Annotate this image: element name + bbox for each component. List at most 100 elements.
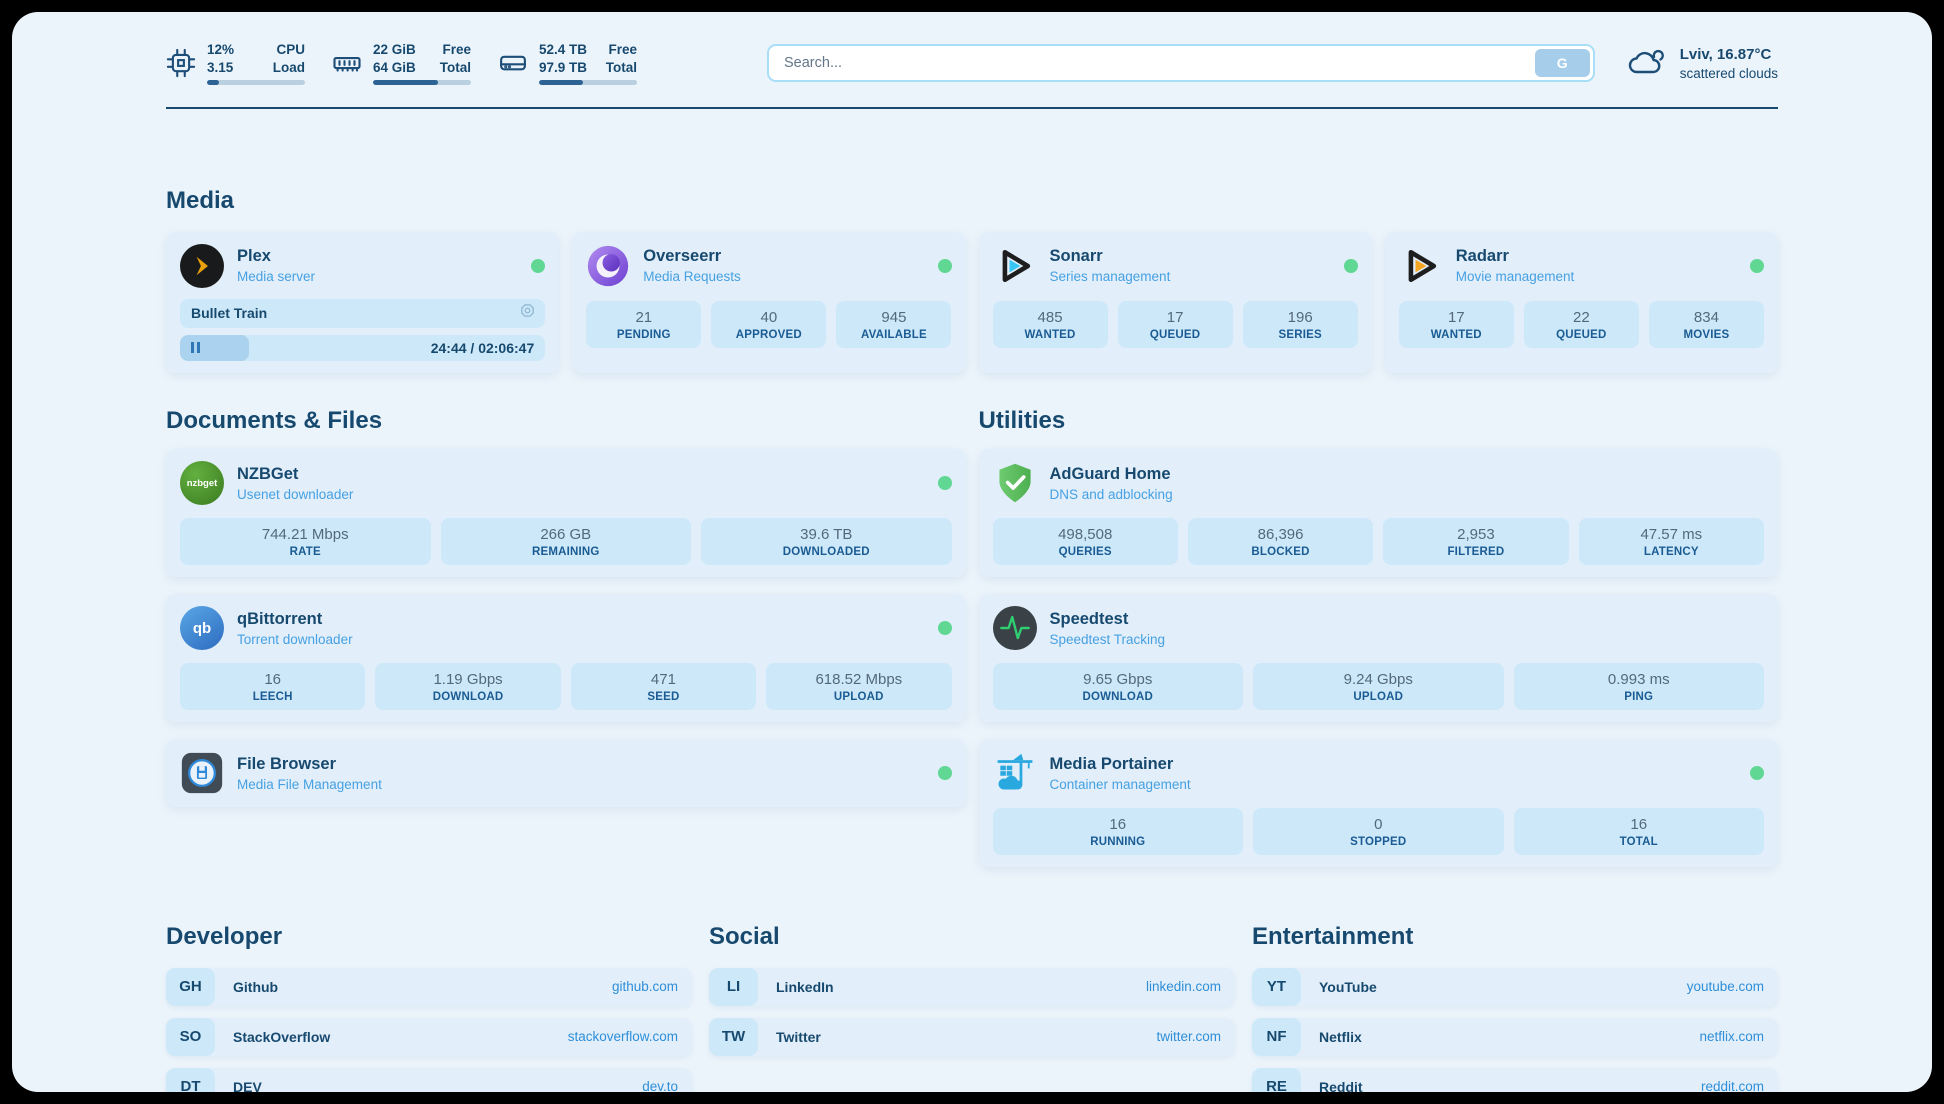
weather-widget[interactable]: Lviv, 16.87°C scattered clouds [1627, 44, 1778, 83]
stat-blocked: 86,396 BLOCKED [1187, 518, 1374, 566]
dashboard-page: 12% CPU 3.15 Load [12, 12, 1932, 1092]
stat-total: 16 TOTAL [1513, 808, 1764, 856]
qbittorrent-icon: qb [180, 606, 224, 651]
stat-rate: 744.21 Mbps RATE [180, 518, 431, 566]
weather-condition: scattered clouds [1679, 65, 1778, 81]
bookmark-netflix[interactable]: NF Netflix netflix.com [1252, 1017, 1778, 1056]
service-name: Sonarr [1049, 247, 1103, 266]
service-card-speedtest[interactable]: Speedtest Speedtest Tracking 9.65 Gbps D… [978, 594, 1778, 723]
bookmark-url: reddit.com [1700, 1079, 1764, 1092]
service-card-radarr[interactable]: Radarr Movie management 17 WANTED 22 QUE… [1384, 231, 1778, 373]
bookmark-url: linkedin.com [1145, 979, 1221, 995]
bookmark-reddit[interactable]: RE Reddit reddit.com [1252, 1067, 1778, 1092]
service-card-nzbget[interactable]: nzbget NZBGet Usenet downloader 744.21 M… [166, 449, 966, 578]
stat-seed: 471 SEED [570, 663, 757, 711]
plex-icon [180, 243, 224, 288]
bookmark-abbr: YT [1252, 967, 1301, 1006]
service-name: Overseerr [643, 247, 722, 266]
bookmark-name: Netflix [1319, 1028, 1362, 1045]
service-card-portainer[interactable]: Media Portainer Container management 16 … [978, 739, 1778, 868]
stat-wanted: 17 WANTED [1398, 300, 1514, 348]
now-playing-title: Bullet Train [191, 305, 268, 322]
service-card-qbittorrent[interactable]: qb qBittorrent Torrent downloader 16 LEE… [166, 594, 966, 723]
search-bar: G [767, 44, 1595, 82]
stat-stopped: 0 STOPPED [1253, 808, 1504, 856]
bookmark-name: YouTube [1319, 978, 1377, 995]
cpu-progressbar [207, 80, 305, 86]
pause-icon[interactable] [191, 342, 200, 354]
service-name: AdGuard Home [1049, 464, 1171, 483]
filebrowser-icon [180, 751, 224, 795]
bookmark-stackoverflow[interactable]: SO StackOverflow stackoverflow.com [166, 1017, 692, 1056]
search-input[interactable] [772, 55, 1535, 71]
cpu-load-label: Load [272, 59, 305, 75]
ram-progressbar [373, 80, 471, 86]
bookmark-abbr: SO [166, 1017, 215, 1056]
stat-queued: 22 QUEUED [1523, 300, 1639, 348]
bookmark-url: youtube.com [1686, 979, 1764, 995]
topbar: 12% CPU 3.15 Load [166, 34, 1778, 92]
service-name: Plex [237, 247, 271, 266]
cpu-label: CPU [276, 41, 305, 57]
bookmark-name: StackOverflow [233, 1028, 331, 1045]
stat-upload: 618.52 Mbps UPLOAD [766, 663, 952, 711]
service-card-plex[interactable]: Plex Media server Bullet Train 24:44 / 0… [166, 231, 560, 373]
bookmark-abbr: LI [709, 967, 758, 1006]
ram-total: 64 GiB [373, 59, 416, 75]
stat-remaining: 266 GB REMAINING [440, 518, 691, 566]
status-online-dot [1343, 258, 1358, 273]
bookmark-twitter[interactable]: TW Twitter twitter.com [709, 1017, 1235, 1056]
radarr-icon [1399, 244, 1443, 288]
stat-filtered: 2,953 FILTERED [1383, 518, 1569, 566]
disk-total: 97.9 TB [539, 59, 588, 75]
stat-download: 1.19 Gbps DOWNLOAD [375, 663, 561, 711]
section-title-developer: Developer [166, 923, 283, 951]
service-card-adguard[interactable]: AdGuard Home DNS and adblocking 498,508 … [978, 449, 1778, 578]
bookmark-url: netflix.com [1699, 1029, 1764, 1045]
stat-queries: 498,508 QUERIES [992, 518, 1178, 566]
overseerr-icon [586, 244, 630, 288]
stat-approved: 40 APPROVED [711, 300, 827, 348]
ram-free-label: Free [442, 41, 471, 57]
search-provider-button[interactable]: G [1534, 49, 1590, 77]
service-description: Media server [237, 269, 316, 285]
bookmark-linkedin[interactable]: LI LinkedIn linkedin.com [709, 967, 1235, 1006]
bookmark-url: dev.to [642, 1079, 678, 1092]
stat-latency: 47.57 ms LATENCY [1578, 518, 1764, 566]
service-name: Radarr [1455, 247, 1509, 266]
developer-column: Developer GH Github github.com SO StackO… [166, 923, 692, 1092]
speedtest-icon [992, 606, 1037, 651]
entertainment-column: Entertainment YT YouTube youtube.com NF … [1252, 923, 1778, 1092]
service-description: Usenet downloader [237, 486, 354, 502]
ram-total-label: Total [439, 59, 471, 75]
stat-queued: 17 QUEUED [1117, 300, 1233, 348]
service-card-overseerr[interactable]: Overseerr Media Requests 21 PENDING 40 A… [572, 231, 966, 373]
bookmark-name: Reddit [1319, 1078, 1363, 1092]
section-title-utilities: Utilities [978, 406, 1066, 434]
bookmark-github[interactable]: GH Github github.com [166, 967, 692, 1006]
stat-available: 945 AVAILABLE [836, 300, 952, 348]
service-card-filebrowser[interactable]: File Browser Media File Management [166, 739, 966, 808]
stat-downloaded: 39.6 TB DOWNLOADED [701, 518, 952, 566]
service-description: DNS and adblocking [1049, 486, 1173, 502]
bookmark-dev[interactable]: DT DEV dev.to [166, 1067, 692, 1092]
disk-free: 52.4 TB [539, 41, 588, 57]
disk-icon [498, 48, 528, 78]
status-online-dot [937, 621, 952, 636]
status-online-dot [937, 476, 952, 491]
status-online-dot [1750, 258, 1764, 273]
cpu-percent: 12% [207, 41, 235, 57]
service-description: Movie management [1455, 269, 1575, 285]
now-playing-icon[interactable] [519, 302, 536, 324]
disk-free-label: Free [608, 41, 637, 57]
stat-pending: 21 PENDING [586, 300, 702, 348]
status-online-dot [531, 258, 546, 273]
service-name: Speedtest [1049, 609, 1129, 628]
stat-series: 196 SERIES [1242, 300, 1358, 348]
ram-icon [332, 48, 362, 78]
service-card-sonarr[interactable]: Sonarr Series management 485 WANTED 17 Q… [978, 231, 1372, 373]
bookmark-youtube[interactable]: YT YouTube youtube.com [1252, 967, 1778, 1006]
stat-movies: 834 MOVIES [1648, 300, 1764, 348]
service-description: Media Requests [643, 269, 741, 285]
cloud-icon [1627, 44, 1667, 83]
